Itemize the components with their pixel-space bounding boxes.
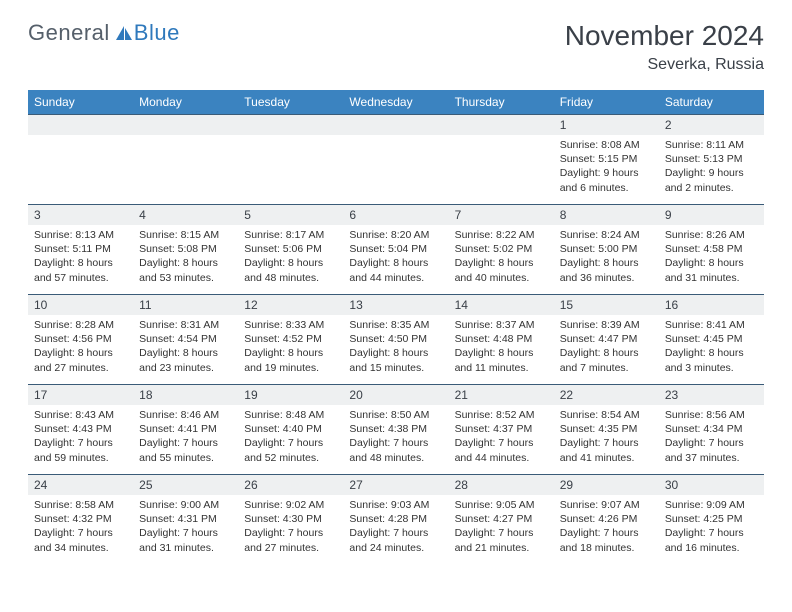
day-cell: Sunrise: 8:35 AMSunset: 4:50 PMDaylight:… [343,315,448,385]
daynum-row: 17181920212223 [28,385,764,406]
day-cell: Sunrise: 8:46 AMSunset: 4:41 PMDaylight:… [133,405,238,475]
day-number: 19 [238,385,343,406]
day-number: 6 [343,205,448,226]
day-cell: Sunrise: 9:09 AMSunset: 4:25 PMDaylight:… [659,495,764,564]
logo-text-1: General [28,20,110,46]
calendar-page: General Blue November 2024 Severka, Russ… [0,0,792,584]
day-number [133,115,238,136]
day-header: Friday [554,90,659,115]
day-number: 15 [554,295,659,316]
day-cell: Sunrise: 8:26 AMSunset: 4:58 PMDaylight:… [659,225,764,295]
content-row: Sunrise: 8:28 AMSunset: 4:56 PMDaylight:… [28,315,764,385]
content-row: Sunrise: 8:08 AMSunset: 5:15 PMDaylight:… [28,135,764,205]
day-cell: Sunrise: 8:41 AMSunset: 4:45 PMDaylight:… [659,315,764,385]
day-cell: Sunrise: 9:05 AMSunset: 4:27 PMDaylight:… [449,495,554,564]
day-cell: Sunrise: 8:50 AMSunset: 4:38 PMDaylight:… [343,405,448,475]
day-number: 3 [28,205,133,226]
day-header: Monday [133,90,238,115]
day-cell: Sunrise: 8:13 AMSunset: 5:11 PMDaylight:… [28,225,133,295]
day-cell: Sunrise: 8:31 AMSunset: 4:54 PMDaylight:… [133,315,238,385]
day-cell [238,135,343,205]
day-cell: Sunrise: 8:48 AMSunset: 4:40 PMDaylight:… [238,405,343,475]
day-cell: Sunrise: 8:33 AMSunset: 4:52 PMDaylight:… [238,315,343,385]
daynum-row: 3456789 [28,205,764,226]
day-number: 9 [659,205,764,226]
day-number: 25 [133,475,238,496]
calendar-table: SundayMondayTuesdayWednesdayThursdayFrid… [28,90,764,564]
day-number: 28 [449,475,554,496]
content-row: Sunrise: 8:58 AMSunset: 4:32 PMDaylight:… [28,495,764,564]
day-header: Thursday [449,90,554,115]
day-cell: Sunrise: 9:00 AMSunset: 4:31 PMDaylight:… [133,495,238,564]
day-number [238,115,343,136]
day-cell: Sunrise: 8:24 AMSunset: 5:00 PMDaylight:… [554,225,659,295]
content-row: Sunrise: 8:13 AMSunset: 5:11 PMDaylight:… [28,225,764,295]
day-number [343,115,448,136]
day-header: Tuesday [238,90,343,115]
day-number: 30 [659,475,764,496]
day-number: 17 [28,385,133,406]
day-cell [28,135,133,205]
day-cell: Sunrise: 8:39 AMSunset: 4:47 PMDaylight:… [554,315,659,385]
day-cell: Sunrise: 8:54 AMSunset: 4:35 PMDaylight:… [554,405,659,475]
day-cell: Sunrise: 9:07 AMSunset: 4:26 PMDaylight:… [554,495,659,564]
day-number: 8 [554,205,659,226]
day-header: Wednesday [343,90,448,115]
day-cell: Sunrise: 8:43 AMSunset: 4:43 PMDaylight:… [28,405,133,475]
day-cell: Sunrise: 8:58 AMSunset: 4:32 PMDaylight:… [28,495,133,564]
day-number: 14 [449,295,554,316]
day-number: 20 [343,385,448,406]
day-cell: Sunrise: 8:08 AMSunset: 5:15 PMDaylight:… [554,135,659,205]
daynum-row: 12 [28,115,764,136]
day-header: Sunday [28,90,133,115]
day-cell: Sunrise: 8:15 AMSunset: 5:08 PMDaylight:… [133,225,238,295]
daynum-row: 24252627282930 [28,475,764,496]
day-number: 29 [554,475,659,496]
title-block: November 2024 Severka, Russia [565,20,764,74]
day-number: 26 [238,475,343,496]
day-number: 18 [133,385,238,406]
day-number: 5 [238,205,343,226]
logo-sail-icon [114,24,134,42]
day-number: 24 [28,475,133,496]
day-header: Saturday [659,90,764,115]
day-cell: Sunrise: 8:22 AMSunset: 5:02 PMDaylight:… [449,225,554,295]
day-cell: Sunrise: 9:02 AMSunset: 4:30 PMDaylight:… [238,495,343,564]
day-number: 16 [659,295,764,316]
day-cell: Sunrise: 8:11 AMSunset: 5:13 PMDaylight:… [659,135,764,205]
day-number: 4 [133,205,238,226]
day-number: 27 [343,475,448,496]
day-number [449,115,554,136]
day-cell: Sunrise: 8:20 AMSunset: 5:04 PMDaylight:… [343,225,448,295]
day-number: 7 [449,205,554,226]
logo: General Blue [28,20,180,46]
day-cell [343,135,448,205]
day-number: 21 [449,385,554,406]
day-number: 1 [554,115,659,136]
day-number: 11 [133,295,238,316]
page-subtitle: Severka, Russia [565,56,764,74]
day-number: 10 [28,295,133,316]
day-cell: Sunrise: 8:52 AMSunset: 4:37 PMDaylight:… [449,405,554,475]
day-cell [449,135,554,205]
day-cell: Sunrise: 8:37 AMSunset: 4:48 PMDaylight:… [449,315,554,385]
header: General Blue November 2024 Severka, Russ… [28,20,764,74]
day-cell: Sunrise: 8:28 AMSunset: 4:56 PMDaylight:… [28,315,133,385]
daynum-row: 10111213141516 [28,295,764,316]
logo-text-2: Blue [134,20,180,46]
day-number [28,115,133,136]
page-title: November 2024 [565,20,764,52]
day-number: 12 [238,295,343,316]
day-cell: Sunrise: 8:56 AMSunset: 4:34 PMDaylight:… [659,405,764,475]
content-row: Sunrise: 8:43 AMSunset: 4:43 PMDaylight:… [28,405,764,475]
day-number: 22 [554,385,659,406]
day-number: 13 [343,295,448,316]
day-cell [133,135,238,205]
day-number: 2 [659,115,764,136]
day-header-row: SundayMondayTuesdayWednesdayThursdayFrid… [28,90,764,115]
day-cell: Sunrise: 9:03 AMSunset: 4:28 PMDaylight:… [343,495,448,564]
day-cell: Sunrise: 8:17 AMSunset: 5:06 PMDaylight:… [238,225,343,295]
day-number: 23 [659,385,764,406]
